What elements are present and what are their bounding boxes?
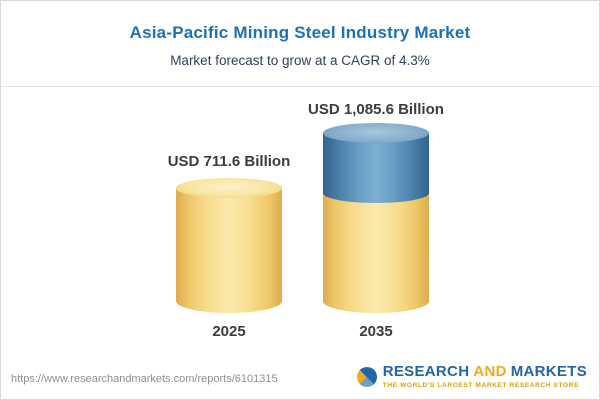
logo-word-and: AND [473,363,507,381]
bar-2025-top-cap [176,178,282,198]
researchandmarkets-logo-icon [356,366,377,387]
researchandmarkets-logo: RESEARCH AND MARKETS THE WORLD'S LARGEST M… [356,364,587,389]
logo-tagline: THE WORLD'S LARGEST MARKET RESEARCH STOR… [382,382,580,389]
category-label-2025: 2025 [212,323,246,340]
logo-word-research: RESEARCH [382,363,470,381]
bar-2035-cylinder [323,123,429,313]
logo-wordmark: RESEARCH AND MARKETS [383,364,587,380]
bar-2035-blue-segment [323,133,429,193]
header-divider [1,86,599,87]
chart-title: Asia-Pacific Mining Steel Industry Marke… [129,23,471,42]
bar-2035-top-cap [323,123,429,143]
category-label-2035: 2035 [359,323,393,340]
value-label-2035: USD 1,085.6 Billion [308,101,444,118]
bar-2035-gold-segment [323,193,429,313]
report-url: https://www.researchandmarkets.com/repor… [11,373,278,385]
value-label-2025: USD 711.6 Billion [167,153,291,170]
logo-text-block: RESEARCH AND MARKETS THE WORLD'S LARGEST M… [383,364,587,389]
bar-2025-cylinder [176,178,282,313]
chart-subtitle: Market forecast to grow at a CAGR of 4.3… [170,53,430,68]
bar-2025-gold-segment [176,188,282,313]
logo-word-markets: MARKETS [510,363,587,381]
